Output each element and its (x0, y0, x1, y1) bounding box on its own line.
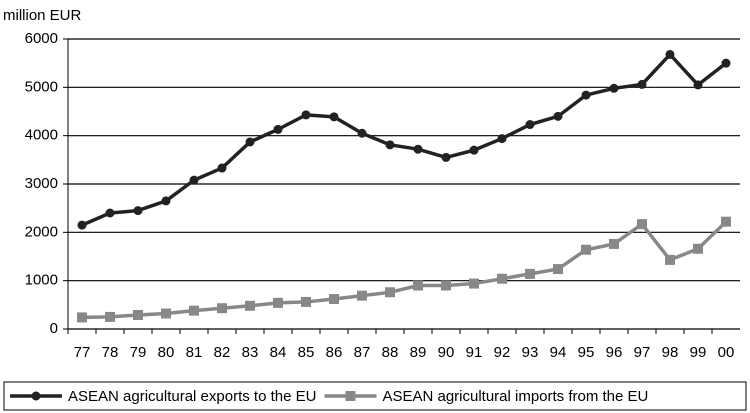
x-tick-label: 81 (186, 344, 203, 361)
x-tick-label: 82 (214, 344, 231, 361)
data-point (385, 140, 395, 150)
data-point (105, 311, 115, 322)
data-point (469, 145, 479, 155)
x-tick-label: 97 (634, 344, 651, 361)
data-point (273, 124, 283, 134)
x-tick-label: 88 (382, 344, 399, 361)
y-tick-label: 0 (50, 320, 58, 337)
legend-box (3, 381, 747, 411)
data-point (161, 196, 171, 206)
x-tick-label: 94 (550, 344, 567, 361)
y-tick-label: 2000 (25, 223, 58, 240)
x-tick-label: 93 (522, 344, 539, 361)
x-tick-label: 90 (438, 344, 455, 361)
series-line (81, 51, 728, 227)
data-point (721, 58, 731, 68)
data-point (637, 79, 647, 89)
x-tick-label: 00 (718, 344, 735, 361)
y-tick-label: 5000 (25, 78, 58, 95)
data-point (665, 49, 675, 59)
series-line (81, 220, 728, 320)
data-point (189, 175, 199, 185)
x-tick-label: 89 (410, 344, 427, 361)
data-point (133, 309, 143, 320)
data-point (581, 90, 591, 100)
x-tick-label: 91 (466, 344, 483, 361)
y-tick-label: 3000 (25, 175, 58, 192)
data-point (525, 268, 535, 279)
x-tick-label: 83 (242, 344, 259, 361)
data-point (525, 120, 535, 130)
data-point (553, 111, 563, 121)
data-point (609, 83, 619, 93)
data-point (441, 152, 451, 162)
data-point (357, 290, 367, 301)
data-point (581, 244, 591, 255)
x-tick-label: 86 (326, 344, 343, 361)
legend-marker (345, 391, 356, 401)
data-point (77, 312, 87, 323)
x-tick-label: 77 (74, 344, 91, 361)
x-tick-label: 95 (578, 344, 595, 361)
data-point (161, 308, 171, 319)
data-point (637, 219, 647, 230)
legend-marker (31, 391, 41, 401)
x-tick-label: 78 (102, 344, 119, 361)
legend-label: ASEAN agricultural imports from the EU (382, 388, 648, 405)
legend-label: ASEAN agricultural exports to the EU (68, 388, 316, 405)
data-point (441, 280, 451, 291)
data-point (105, 208, 115, 218)
x-tick-label: 92 (494, 344, 511, 361)
x-tick-label: 80 (158, 344, 175, 361)
data-point (609, 238, 619, 249)
data-point (497, 134, 507, 144)
x-tick-label: 85 (298, 344, 315, 361)
data-point (469, 278, 479, 289)
data-point (413, 280, 423, 291)
data-point (665, 254, 675, 265)
data-point (301, 110, 311, 120)
data-point (217, 303, 227, 314)
x-tick-label: 99 (690, 344, 707, 361)
y-axis-label: million EUR (3, 7, 82, 24)
data-point (217, 163, 227, 173)
y-tick-label: 1000 (25, 272, 58, 289)
x-tick-label: 98 (662, 344, 679, 361)
data-point (385, 287, 395, 298)
data-point (133, 206, 143, 216)
data-point (693, 80, 703, 90)
x-tick-label: 87 (354, 344, 371, 361)
data-point (497, 273, 507, 284)
data-point (413, 144, 423, 154)
data-point (329, 112, 339, 122)
data-point (329, 294, 339, 305)
data-point (553, 264, 563, 275)
x-tick-label: 84 (270, 344, 287, 361)
x-tick-label: 79 (130, 344, 147, 361)
data-point (693, 243, 703, 254)
data-point (245, 300, 255, 311)
x-tick-label: 96 (606, 344, 623, 361)
data-point (357, 128, 367, 138)
data-point (189, 305, 199, 316)
data-point (77, 220, 87, 230)
data-point (301, 296, 311, 307)
data-point (245, 137, 255, 147)
data-point (273, 297, 283, 308)
y-tick-label: 4000 (25, 127, 58, 144)
y-tick-label: 6000 (25, 30, 58, 47)
data-point (721, 216, 731, 227)
